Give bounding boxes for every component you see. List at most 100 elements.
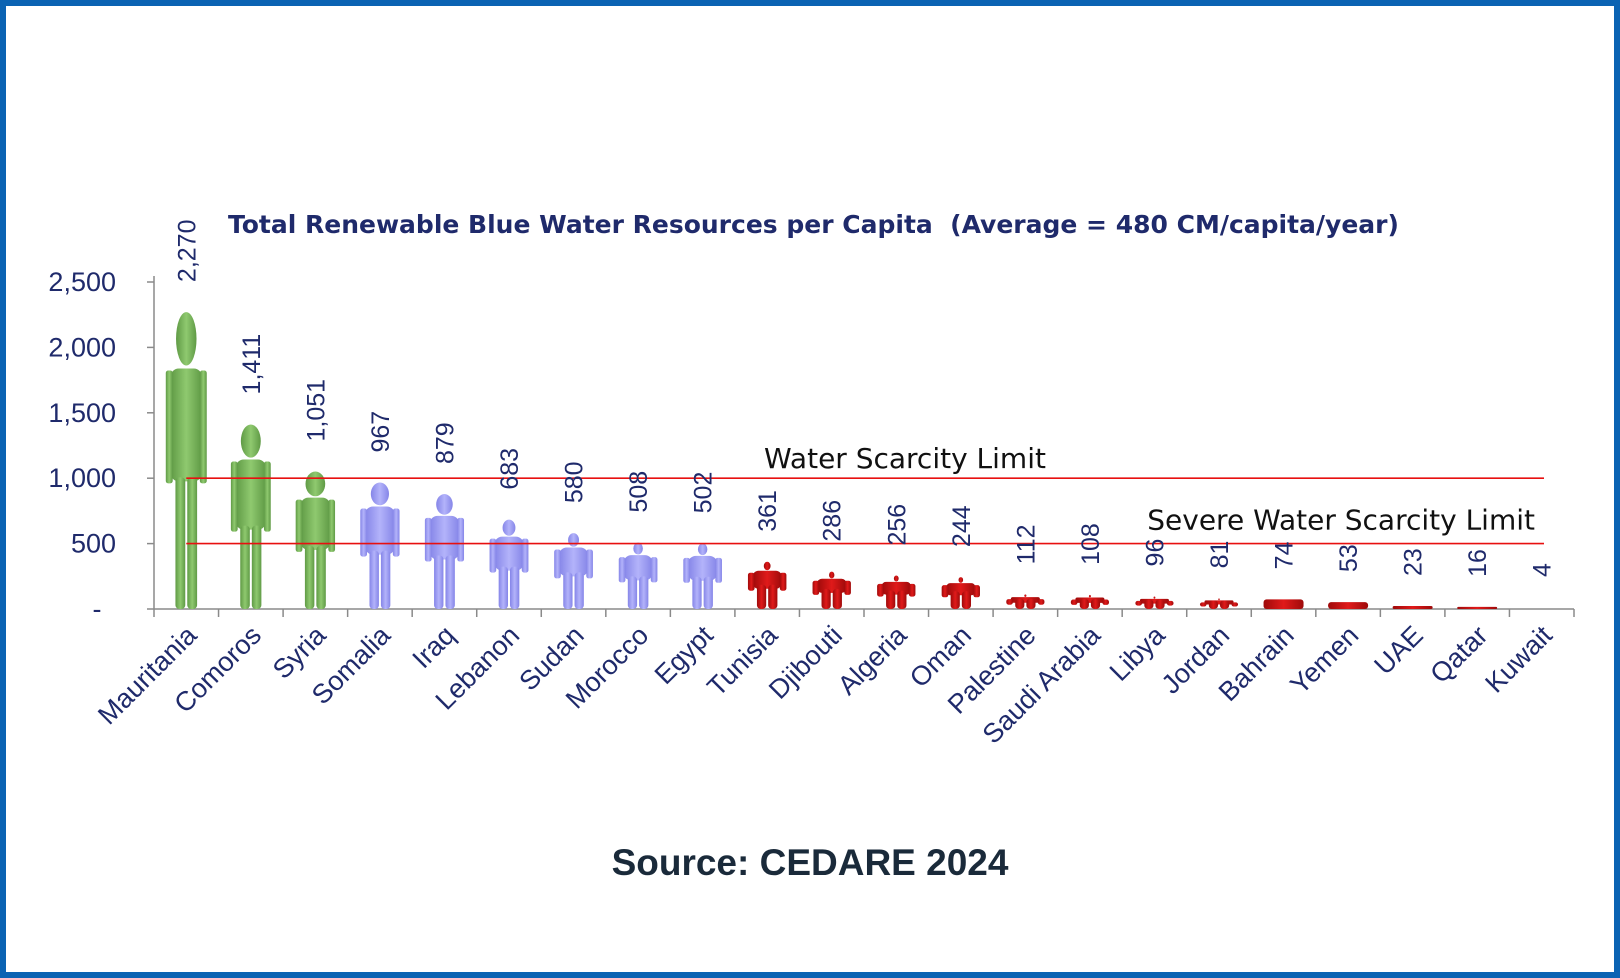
- person-mark-arm: [1037, 599, 1045, 605]
- person-mark: [230, 424, 271, 609]
- person-mark: [747, 561, 787, 609]
- y-tick-label: -: [93, 594, 102, 624]
- person-mark-leg: [1026, 598, 1036, 609]
- data-label: 74: [1271, 541, 1299, 569]
- person-mark-leg: [1208, 600, 1218, 609]
- person-mark-leg: [627, 576, 638, 609]
- person-mark-torso: [494, 536, 524, 571]
- person-mark: [165, 312, 207, 609]
- data-label: 256: [883, 504, 911, 546]
- person-mark-head: [502, 519, 516, 536]
- person-mark-body: [1263, 599, 1304, 609]
- data-label: 2,270: [173, 220, 201, 283]
- person-mark-leg: [886, 590, 896, 609]
- person-mark-arm: [747, 572, 755, 591]
- data-label: 23: [1400, 548, 1428, 576]
- reference-lines: Water Scarcity Limit Severe Water Scarcit…: [186, 442, 1544, 545]
- person-mark-torso: [1139, 598, 1169, 604]
- data-label: 1,051: [302, 379, 330, 442]
- data-label: 361: [754, 490, 782, 532]
- person-mark-head: [697, 543, 708, 556]
- person-mark-arm: [360, 508, 367, 557]
- person-mark-head: [370, 482, 390, 506]
- person-mark: [489, 519, 529, 609]
- person-mark-leg: [832, 588, 842, 609]
- person-marks: [165, 312, 1498, 609]
- person-mark-arm: [586, 549, 593, 579]
- person-mark-arm: [1070, 599, 1078, 605]
- person-mark-leg: [498, 566, 508, 609]
- person-mark: [295, 471, 336, 609]
- person-mark: [1457, 606, 1498, 609]
- y-tick-label: 2,500: [48, 267, 116, 297]
- data-labels: 2,270 1,411 1,051 967 879 683 580 508 502 361 286 2…: [173, 220, 1556, 577]
- person-mark-leg: [821, 588, 831, 609]
- data-label: 967: [367, 411, 395, 453]
- person-mark-arm: [877, 583, 884, 597]
- person-mark-arm: [844, 580, 851, 595]
- person-mark-head: [1218, 598, 1220, 601]
- person-mark-arm: [973, 585, 980, 598]
- person-mark-leg: [703, 576, 713, 609]
- person-mark-head: [568, 533, 580, 547]
- person-mark-arm: [1166, 600, 1174, 606]
- person-mark-leg: [1144, 599, 1154, 609]
- person-mark-leg: [240, 525, 250, 609]
- data-label: 879: [431, 422, 459, 464]
- person-mark-leg: [768, 584, 778, 609]
- person-mark-torso: [752, 570, 782, 589]
- data-label: 81: [1206, 541, 1234, 569]
- person-mark-arm: [1135, 600, 1142, 606]
- person-mark-leg: [316, 545, 326, 609]
- person-mark-torso: [1075, 597, 1105, 603]
- x-tick-label: UAE: [1368, 620, 1428, 680]
- person-mark-arm: [715, 557, 722, 583]
- data-label: 580: [561, 461, 589, 503]
- source-note: Source: CEDARE 2024: [612, 842, 1009, 883]
- data-label: 53: [1335, 544, 1363, 572]
- person-mark-leg: [304, 545, 315, 609]
- person-mark-torso: [558, 547, 589, 577]
- person-mark-head: [958, 577, 964, 583]
- y-tick-label: 1,000: [48, 463, 116, 493]
- person-mark-head: [436, 494, 453, 515]
- person-mark-torso: [881, 581, 911, 595]
- reference-line-label: Severe Water Scarcity Limit: [1147, 504, 1535, 537]
- person-mark-leg: [175, 477, 186, 609]
- data-label: 96: [1141, 539, 1169, 567]
- y-axis: - 500 1,000 1,500 2,000 2,500: [48, 267, 155, 624]
- person-mark-arm: [1231, 602, 1239, 607]
- data-label: 4: [1529, 563, 1557, 577]
- person-mark: [424, 494, 465, 609]
- person-mark-arm: [230, 461, 238, 532]
- person-mark-arm: [199, 370, 207, 484]
- person-mark-head: [763, 561, 771, 571]
- person-mark-arm: [392, 508, 400, 557]
- person-mark-body: [1328, 602, 1369, 609]
- data-label: 1,411: [238, 334, 266, 395]
- data-label: 502: [690, 472, 718, 514]
- person-mark-leg: [1155, 599, 1165, 609]
- person-mark-leg: [510, 566, 520, 609]
- person-mark-leg: [380, 550, 391, 609]
- person-mark: [554, 533, 593, 609]
- person-mark: [941, 577, 980, 609]
- x-tick-label: Algeria: [832, 619, 913, 700]
- person-mark-torso: [946, 583, 976, 596]
- data-label: 508: [625, 471, 653, 513]
- person-mark-arm: [554, 549, 561, 579]
- person-mark: [1135, 596, 1174, 609]
- data-label: 108: [1077, 523, 1105, 565]
- person-mark: [1006, 594, 1045, 609]
- person-mark-arm: [908, 583, 916, 597]
- person-mark-leg: [756, 584, 767, 609]
- person-mark-torso: [170, 368, 202, 482]
- person-mark-leg: [434, 555, 444, 609]
- person-mark-leg: [950, 591, 960, 609]
- person-mark-arm: [424, 517, 432, 562]
- person-mark-leg: [639, 576, 649, 609]
- chart-title: Total Renewable Blue Water Resources per…: [228, 210, 1399, 239]
- person-mark-leg: [897, 590, 907, 609]
- person-mark-leg: [563, 572, 573, 609]
